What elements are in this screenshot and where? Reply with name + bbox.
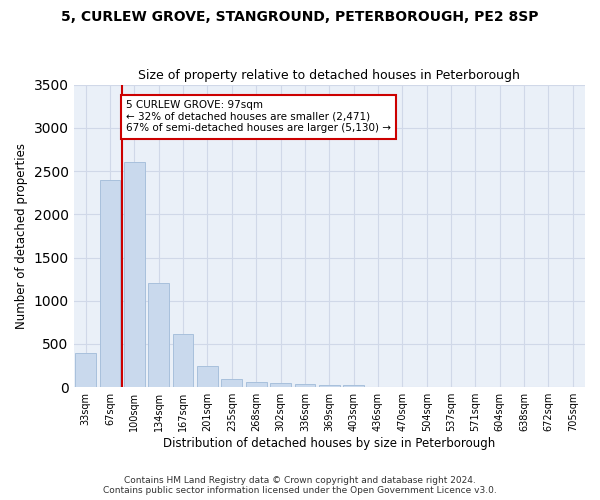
X-axis label: Distribution of detached houses by size in Peterborough: Distribution of detached houses by size … — [163, 437, 496, 450]
Bar — [100, 180, 121, 387]
Bar — [197, 366, 218, 387]
Bar — [270, 383, 291, 387]
Bar — [221, 378, 242, 387]
Bar — [76, 352, 96, 387]
Bar — [295, 384, 315, 387]
Text: 5, CURLEW GROVE, STANGROUND, PETERBOROUGH, PE2 8SP: 5, CURLEW GROVE, STANGROUND, PETERBOROUG… — [61, 10, 539, 24]
Bar — [246, 382, 266, 387]
Bar — [148, 284, 169, 387]
Bar — [124, 162, 145, 387]
Bar — [343, 385, 364, 387]
Bar — [319, 384, 340, 387]
Bar — [173, 334, 193, 387]
Y-axis label: Number of detached properties: Number of detached properties — [15, 143, 28, 329]
Text: 5 CURLEW GROVE: 97sqm
← 32% of detached houses are smaller (2,471)
67% of semi-d: 5 CURLEW GROVE: 97sqm ← 32% of detached … — [126, 100, 391, 134]
Text: Contains HM Land Registry data © Crown copyright and database right 2024.
Contai: Contains HM Land Registry data © Crown c… — [103, 476, 497, 495]
Title: Size of property relative to detached houses in Peterborough: Size of property relative to detached ho… — [139, 69, 520, 82]
